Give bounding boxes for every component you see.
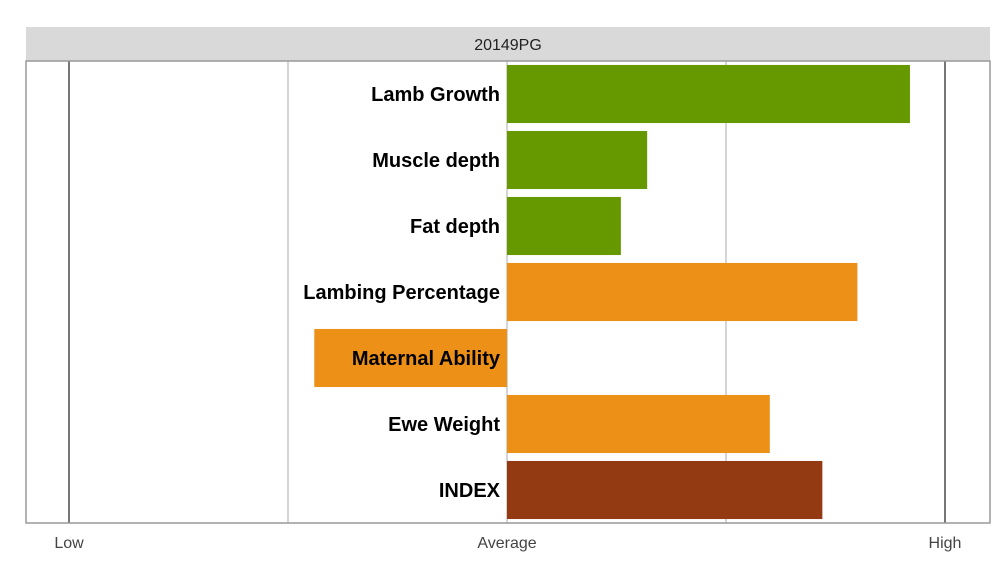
category-label-index: INDEX [439, 480, 501, 502]
plot-frame [25, 60, 991, 524]
category-label-fat-depth: Fat depth [410, 216, 500, 238]
chart-title: 20149PG [474, 37, 542, 54]
x-tick-label-average: Average [477, 535, 536, 552]
bar-maternal-ability [314, 328, 507, 388]
category-labels: Lamb Growth Muscle depth Fat depth Lambing … [303, 84, 501, 502]
bar-muscle-depth [507, 130, 648, 190]
category-label-maternal-ability: Maternal Ability [352, 348, 501, 370]
x-tick-label-low: Low [54, 535, 84, 552]
bar-lamb-growth [507, 64, 910, 124]
bar-fat-depth [507, 196, 621, 256]
category-label-ewe-weight: Ewe Weight [388, 414, 500, 436]
bar-lambing-percentage [507, 262, 858, 322]
x-axis-tick-labels: Low Average High [54, 535, 961, 552]
x-tick-label-high: High [929, 535, 962, 552]
title-strip [26, 27, 990, 61]
bar-index [507, 460, 823, 520]
category-label-lambing-percentage: Lambing Percentage [303, 282, 500, 304]
bars [314, 64, 910, 520]
category-label-lamb-growth: Lamb Growth [371, 84, 500, 106]
category-label-muscle-depth: Muscle depth [372, 150, 500, 172]
bar-ewe-weight [507, 394, 770, 454]
